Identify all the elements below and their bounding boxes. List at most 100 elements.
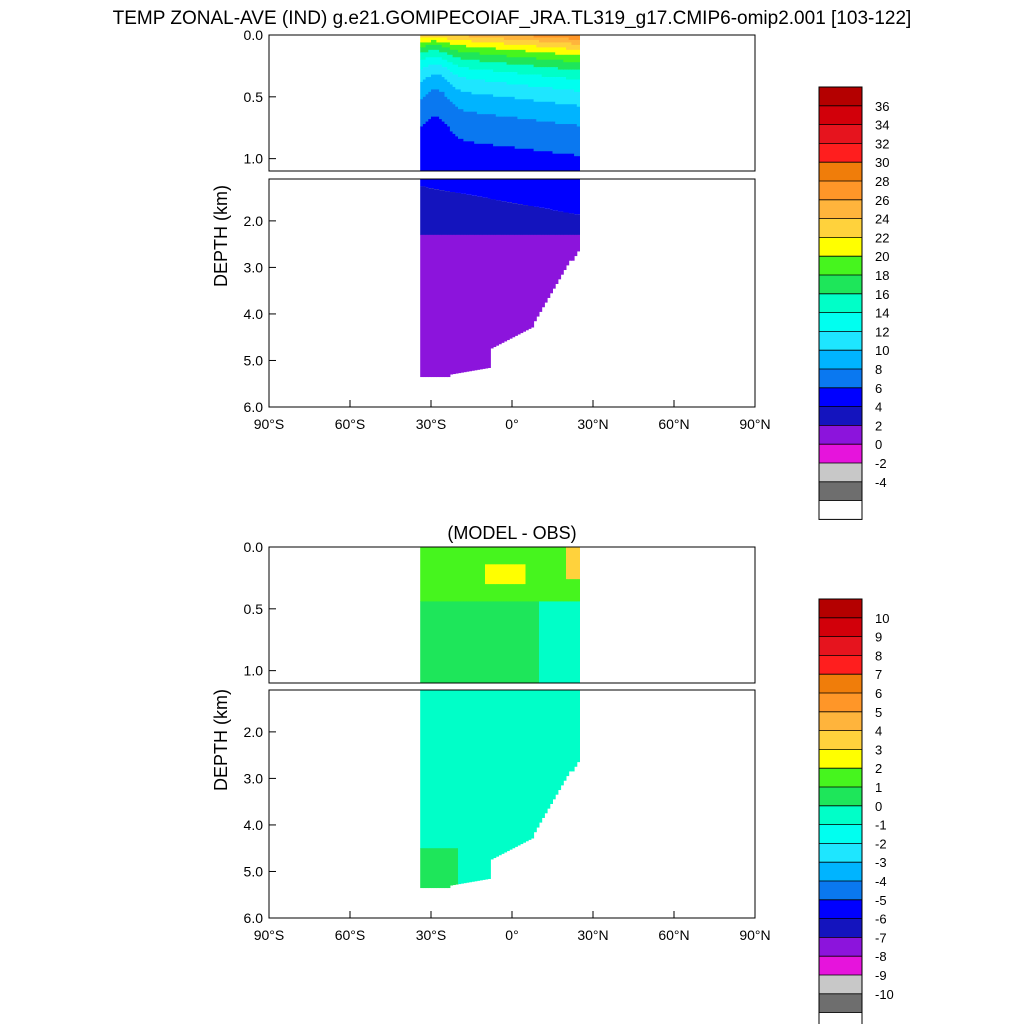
contour-cell bbox=[439, 64, 443, 75]
colorbar-label: 2 bbox=[875, 418, 882, 433]
contour-cell bbox=[536, 86, 540, 103]
x-tick-label: 30°S bbox=[416, 927, 447, 943]
contour-cell bbox=[471, 59, 475, 70]
colorbar-swatch bbox=[819, 843, 862, 863]
contour-cell bbox=[468, 547, 472, 602]
contour-cell bbox=[506, 547, 510, 565]
contour-cell bbox=[506, 57, 510, 65]
contour-cell bbox=[479, 79, 483, 95]
contour-cell bbox=[471, 111, 475, 142]
contour-cell bbox=[533, 52, 537, 58]
contour-cell bbox=[490, 69, 494, 83]
y-tick-label: 2.0 bbox=[244, 213, 264, 229]
contour-cell bbox=[517, 84, 521, 100]
contour-cell bbox=[563, 601, 567, 683]
contour-cell bbox=[425, 42, 429, 46]
colorbar-label: 4 bbox=[875, 724, 882, 739]
contour-cell bbox=[530, 205, 535, 236]
colorbar-label: 8 bbox=[875, 648, 882, 663]
contour-cell bbox=[476, 94, 481, 115]
contour-cell bbox=[431, 39, 435, 46]
contour-cell bbox=[503, 564, 508, 585]
contour-cell bbox=[433, 690, 437, 849]
colorbar-swatch bbox=[819, 387, 862, 407]
contour-cell bbox=[495, 179, 499, 201]
contour-cell bbox=[552, 601, 556, 683]
contour-cell bbox=[574, 547, 578, 580]
contour-cell bbox=[474, 179, 478, 196]
contour-cell bbox=[422, 179, 427, 187]
contour-cell bbox=[520, 57, 524, 65]
contour-cell bbox=[568, 601, 572, 683]
contour-cell bbox=[476, 42, 481, 48]
contour-cell bbox=[493, 547, 497, 565]
contour-cell bbox=[525, 205, 529, 236]
contour-cell bbox=[498, 116, 502, 147]
contour-cell bbox=[422, 186, 427, 236]
contour-cell bbox=[452, 179, 456, 193]
contour-cell bbox=[487, 35, 491, 38]
colorbar-swatch bbox=[819, 293, 862, 313]
contour-cell bbox=[447, 62, 451, 70]
colorbar-label: 9 bbox=[875, 630, 882, 645]
contour-cell bbox=[574, 179, 578, 215]
contour-cell bbox=[422, 47, 427, 53]
contour-cell bbox=[549, 47, 553, 53]
contour-cell bbox=[498, 62, 502, 73]
contour-cell bbox=[555, 77, 559, 90]
contour-cell bbox=[420, 42, 424, 48]
y-axis-label: DEPTH (km) bbox=[211, 185, 231, 287]
contour-cell bbox=[506, 202, 510, 236]
colorbar-swatch bbox=[819, 975, 862, 995]
contour-cell bbox=[433, 848, 437, 889]
contour-cell bbox=[420, 601, 424, 683]
contour-cell bbox=[566, 49, 570, 56]
contour-cell bbox=[506, 179, 510, 203]
contour-cell bbox=[493, 601, 497, 683]
contour-cell bbox=[490, 62, 494, 70]
contour-cell bbox=[452, 35, 456, 41]
contour-cell bbox=[428, 690, 432, 849]
contour-cell bbox=[466, 52, 470, 61]
contour-cell bbox=[455, 192, 459, 236]
contour-cell bbox=[544, 77, 548, 88]
contour-cell bbox=[514, 44, 518, 51]
colorbar-label: 6 bbox=[875, 381, 882, 396]
contour-cell bbox=[536, 206, 540, 236]
contour-cell bbox=[541, 547, 545, 602]
contour-cell bbox=[563, 124, 567, 154]
contour-cell bbox=[574, 44, 578, 51]
contour-cell bbox=[436, 189, 440, 236]
contour-cell bbox=[466, 601, 470, 683]
contour-cell bbox=[422, 124, 427, 171]
contour-cell bbox=[574, 49, 578, 56]
contour-cell bbox=[517, 74, 521, 85]
contour-cell bbox=[530, 234, 535, 328]
contour-cell bbox=[474, 47, 478, 53]
contour-cell bbox=[541, 52, 545, 61]
contour-cell bbox=[420, 81, 424, 100]
contour-cell bbox=[509, 39, 513, 46]
contour-cell bbox=[544, 690, 548, 814]
contour-cell bbox=[549, 234, 553, 294]
contour-cell bbox=[425, 234, 429, 378]
contour-cell bbox=[463, 44, 467, 53]
contour-cell bbox=[495, 690, 499, 857]
contour-cell bbox=[566, 212, 570, 236]
contour-cell bbox=[460, 52, 464, 61]
contour-cell bbox=[517, 148, 521, 171]
contour-cell bbox=[447, 99, 451, 127]
contour-cell bbox=[468, 35, 472, 38]
contour-cell bbox=[498, 96, 502, 117]
contour-cell bbox=[539, 101, 543, 122]
contour-cell bbox=[530, 74, 535, 88]
contour-cell bbox=[509, 64, 513, 73]
contour-cell bbox=[420, 69, 424, 83]
contour-cell bbox=[490, 94, 494, 115]
contour-cell bbox=[466, 141, 470, 171]
contour-cell bbox=[433, 35, 437, 38]
contour-cell bbox=[460, 91, 464, 110]
contour-cell bbox=[503, 234, 508, 342]
contour-cell bbox=[525, 690, 529, 842]
contour-cell bbox=[441, 59, 445, 68]
